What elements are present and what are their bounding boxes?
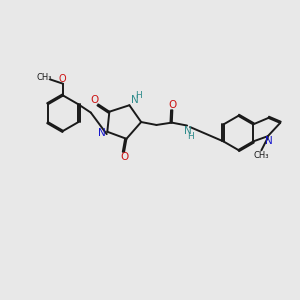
Text: O: O [90, 95, 98, 105]
Text: N: N [184, 126, 192, 136]
Text: N: N [98, 128, 106, 138]
Text: CH₃: CH₃ [254, 151, 269, 160]
Text: N: N [130, 95, 138, 105]
Text: CH₃: CH₃ [36, 74, 52, 82]
Text: H: H [187, 132, 194, 141]
Text: O: O [120, 152, 128, 162]
Text: O: O [168, 100, 176, 110]
Text: H: H [135, 91, 142, 100]
Text: O: O [59, 74, 66, 84]
Text: N: N [265, 136, 272, 146]
